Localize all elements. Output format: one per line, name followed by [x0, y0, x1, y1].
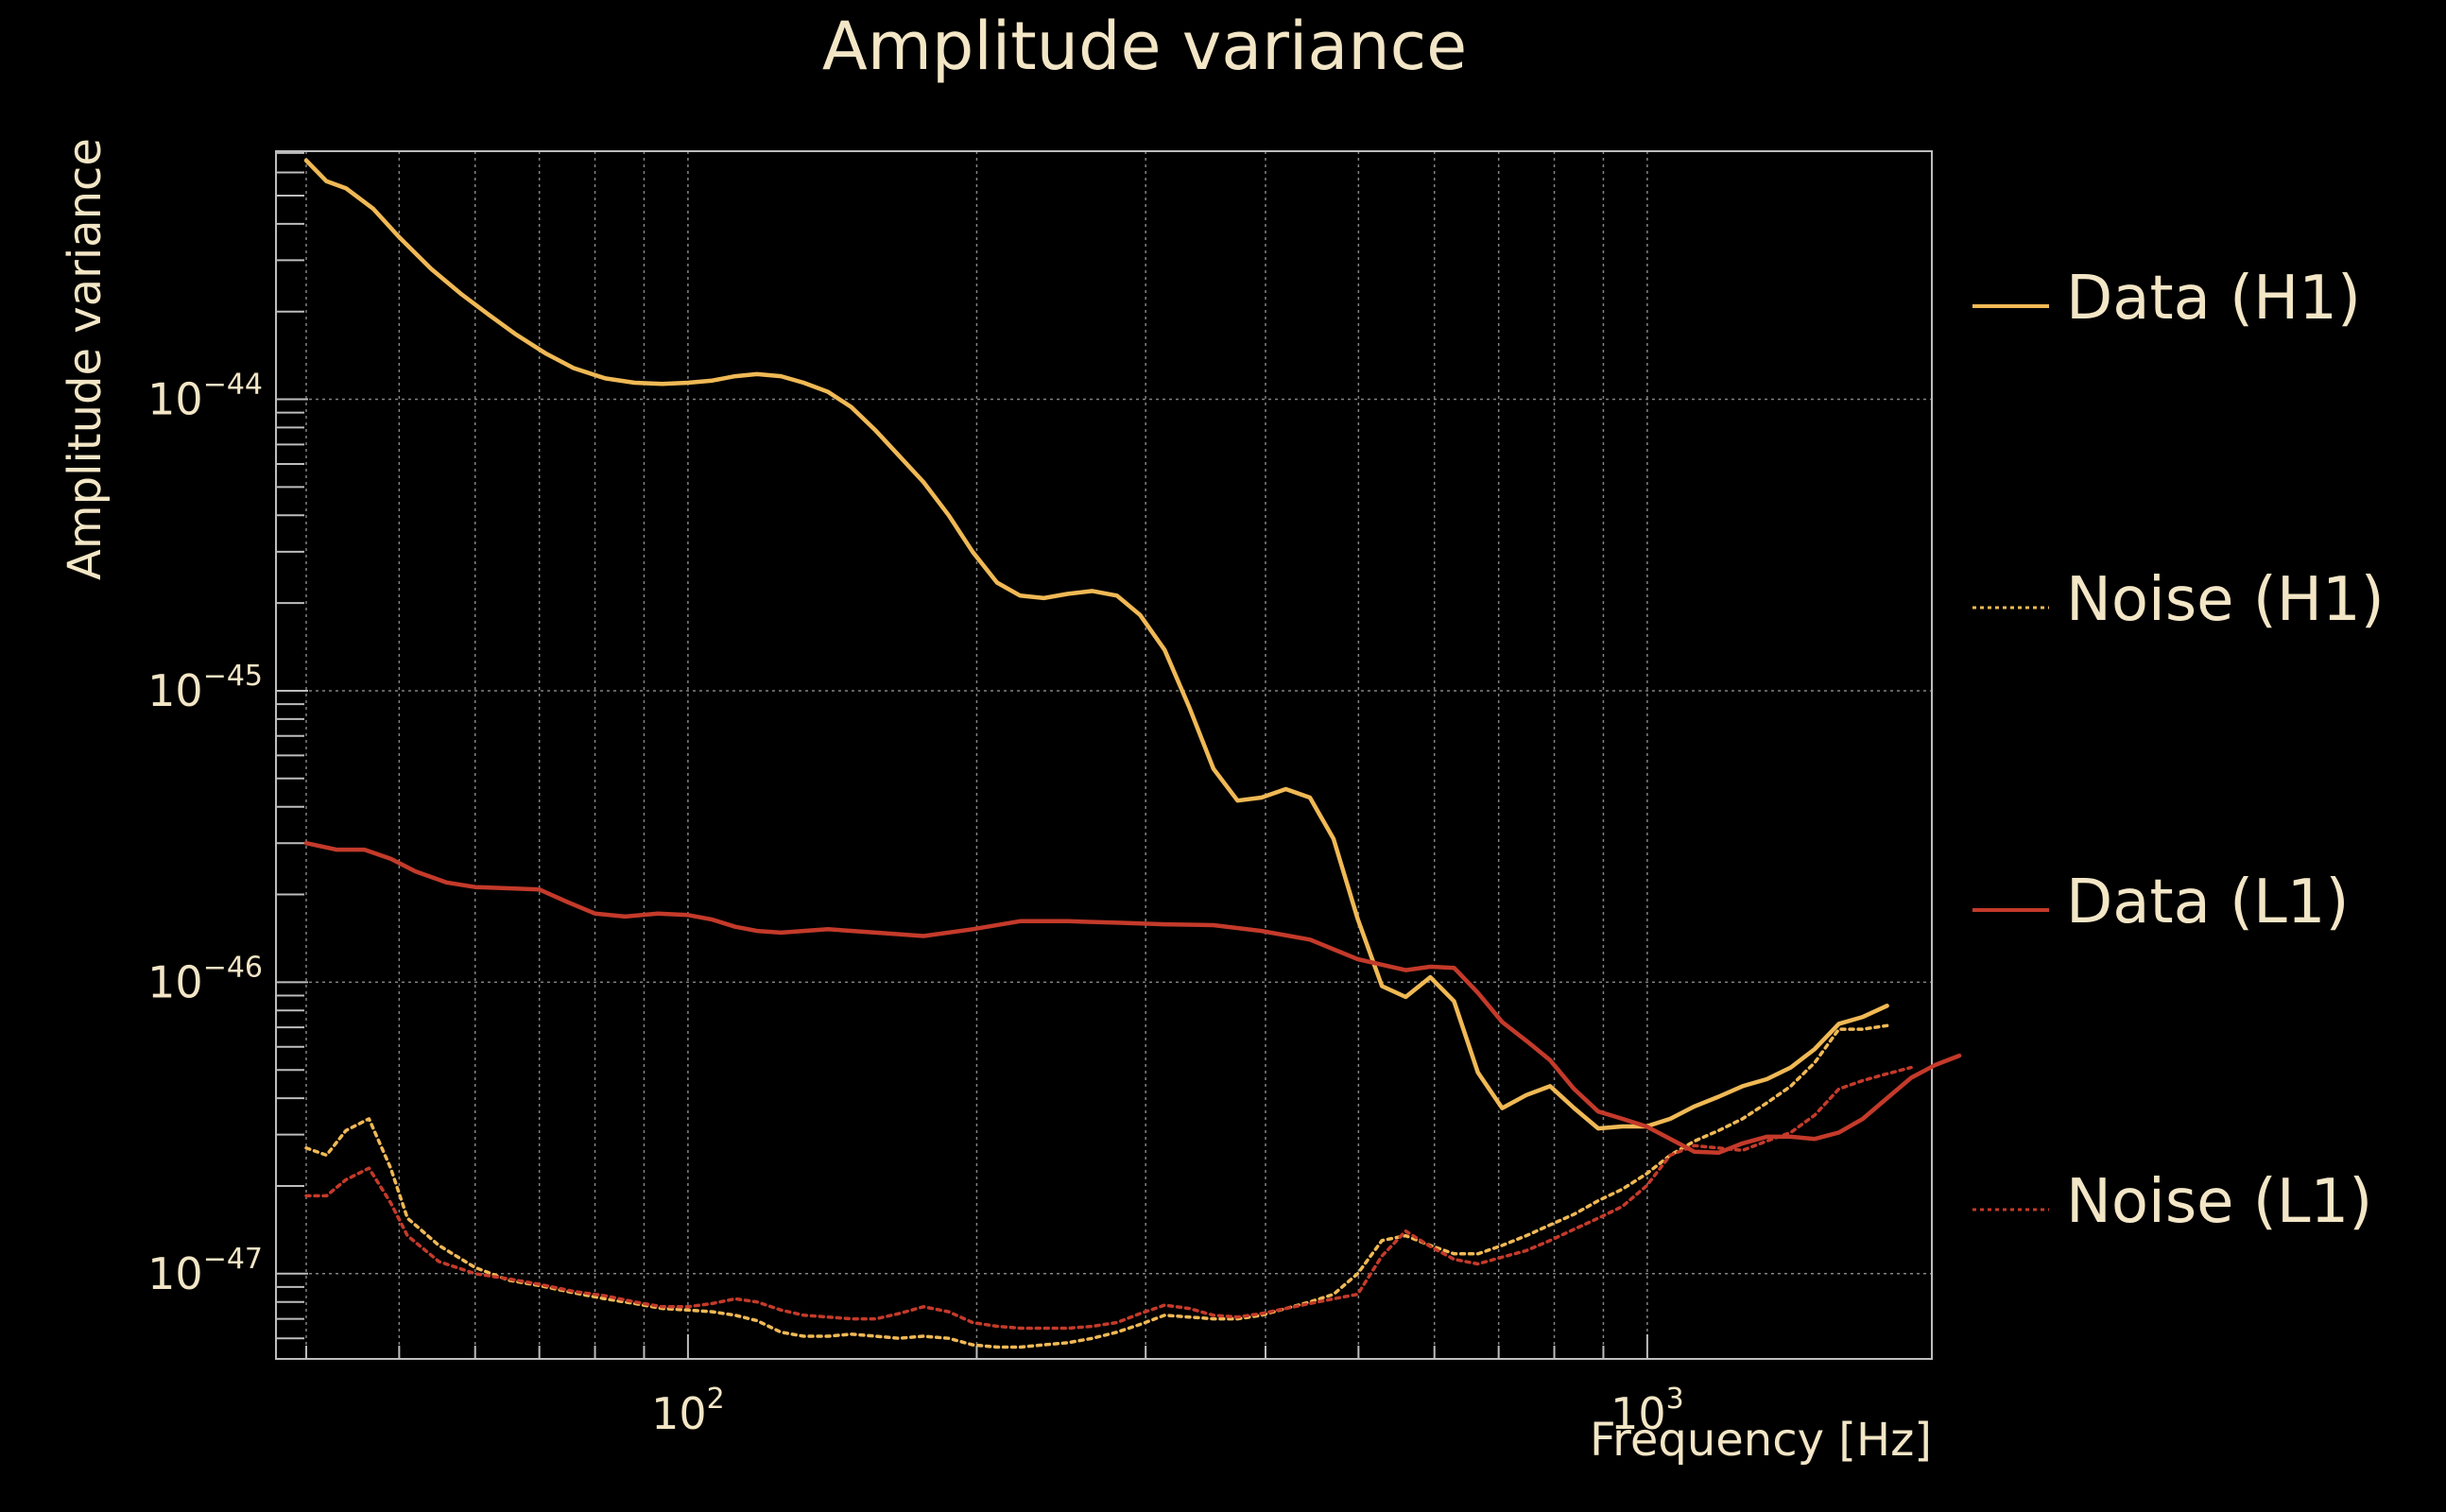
plot-frame: [275, 150, 1933, 1360]
series-line-noise-h1: [304, 1023, 1889, 1349]
y-axis-label: Amplitude variance: [59, 138, 112, 580]
legend-label: Data (L1): [2066, 868, 2349, 937]
series-layer: [303, 158, 1962, 1349]
legend: Data (H1) Noise (H1) Data (L1) Noise (L1…: [1972, 264, 2385, 1237]
series-line-data-l1: [303, 840, 1962, 1156]
y-tick-label: 10−46: [147, 951, 263, 1007]
legend-entry-data-h1: Data (H1): [1972, 264, 2361, 334]
series-line-data-h1: [303, 158, 1889, 1131]
legend-label: Noise (H1): [2066, 565, 2385, 635]
legend-entry-noise-l1: Noise (L1): [1972, 1167, 2372, 1237]
x-axis-label: Frequency [Hz]: [1590, 1414, 1932, 1467]
y-tick-label: 10−44: [147, 369, 263, 425]
legend-entry-noise-h1: Noise (H1): [1972, 565, 2385, 635]
minor-ticks: [276, 151, 1648, 1359]
chart-title: Amplitude variance: [822, 8, 1467, 85]
y-tick-label: 10−47: [147, 1243, 263, 1299]
x-tick-label: 103: [1611, 1383, 1684, 1439]
legend-label: Noise (L1): [2066, 1167, 2372, 1237]
legend-entry-data-l1: Data (L1): [1972, 868, 2349, 937]
series-line-noise-l1: [304, 1065, 1913, 1331]
x-tick-label: 102: [651, 1383, 725, 1439]
grid: [276, 151, 1932, 1359]
legend-label: Data (H1): [2066, 264, 2361, 334]
y-tick-label: 10−45: [147, 660, 263, 716]
